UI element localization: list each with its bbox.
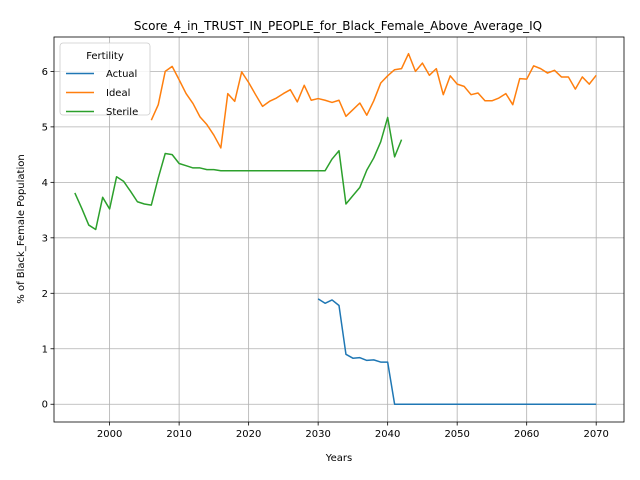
series-line-sterile (74, 116, 403, 231)
legend-box (59, 42, 151, 116)
x-tick-label: 2070 (583, 429, 608, 440)
y-tick-label: 3 (42, 233, 48, 244)
series-layer (74, 52, 597, 405)
series-line-ideal (150, 52, 597, 149)
series-line-actual (317, 298, 597, 405)
legend: Fertility Actual Ideal Sterile (59, 42, 151, 118)
y-axis: 0 1 2 3 4 5 6 (42, 67, 54, 411)
legend-title: Fertility (86, 51, 124, 62)
x-tick-label: 2060 (514, 429, 539, 440)
y-tick-label: 6 (42, 67, 48, 78)
x-tick-label: 2010 (166, 429, 191, 440)
x-tick-label: 2030 (305, 429, 330, 440)
x-tick-label: 2050 (444, 429, 469, 440)
x-tick-label: 2000 (97, 429, 122, 440)
x-axis: 2000 2010 2020 2030 2040 2050 2060 2070 (97, 422, 609, 440)
y-axis-title: % of Black_Female Population (16, 154, 27, 303)
y-tick-label: 2 (42, 289, 48, 300)
y-tick-label: 5 (42, 122, 48, 133)
legend-label-actual: Actual (106, 69, 137, 80)
grid-lines (54, 37, 624, 422)
x-tick-label: 2020 (236, 429, 261, 440)
x-tick-label: 2040 (375, 429, 400, 440)
legend-label-ideal: Ideal (106, 88, 130, 99)
x-axis-title: Years (325, 453, 352, 464)
y-tick-label: 4 (42, 178, 48, 189)
y-tick-label: 1 (42, 344, 48, 355)
y-tick-label: 0 (42, 400, 48, 411)
plot-frame (53, 36, 625, 423)
chart-title: Score_4_in_TRUST_IN_PEOPLE_for_Black_Fem… (134, 19, 542, 33)
legend-label-sterile: Sterile (106, 107, 138, 118)
